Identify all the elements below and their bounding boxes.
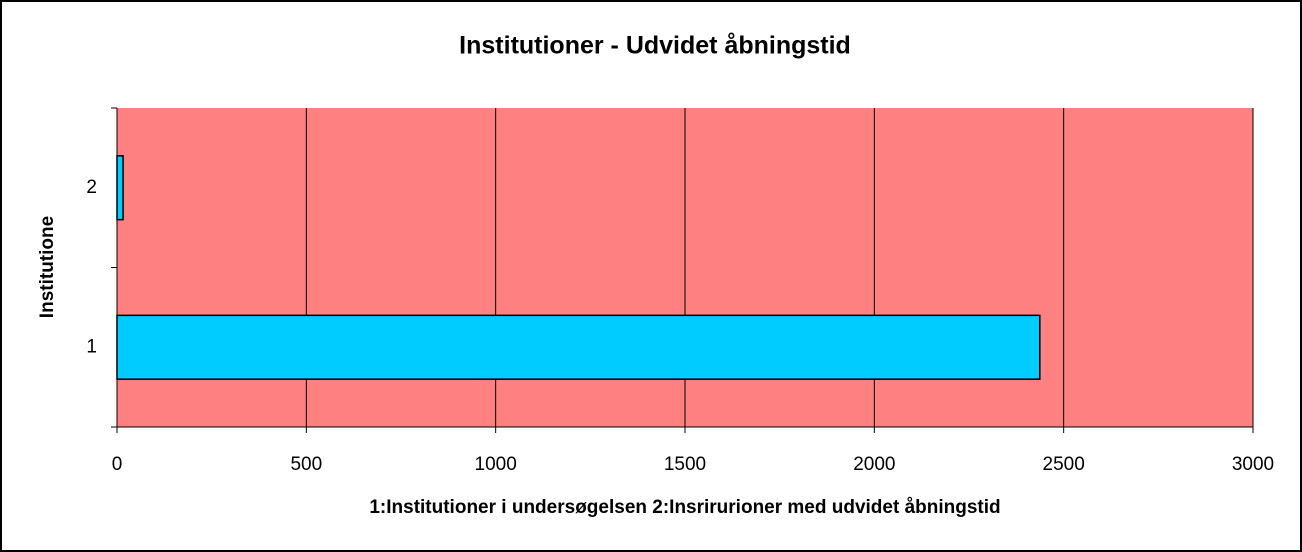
x-tick-label: 2000 xyxy=(853,454,895,475)
x-axis-label: 1:Institutioner i undersøgelsen 2:Insrir… xyxy=(369,497,1000,518)
x-tick-label: 500 xyxy=(290,454,322,475)
chart-title: Institutioner - Udvidet åbningstid xyxy=(459,32,851,60)
bar xyxy=(116,155,124,221)
y-axis-label: Institutione xyxy=(37,216,58,318)
x-tick-label: 0 xyxy=(112,454,123,475)
x-tick-label: 1500 xyxy=(664,454,706,475)
x-tick-label: 3000 xyxy=(1232,454,1274,475)
y-tick-label: 2 xyxy=(86,177,97,198)
y-tick-label: 1 xyxy=(86,336,97,357)
x-tick-label: 1000 xyxy=(475,454,517,475)
bar xyxy=(116,314,1041,380)
x-tick-label: 2500 xyxy=(1043,454,1085,475)
